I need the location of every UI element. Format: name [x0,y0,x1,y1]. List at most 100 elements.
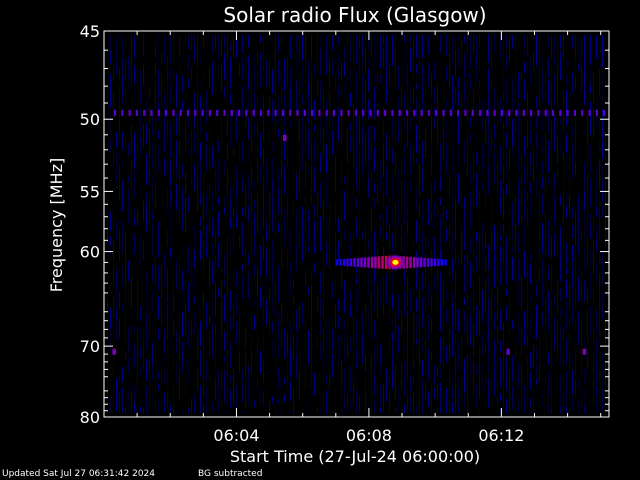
noise-streak [605,318,606,353]
noise-streak [461,269,462,298]
noise-streak [191,68,192,82]
noise-streak [551,321,552,339]
noise-streak [359,148,360,170]
noise-streak [464,263,465,293]
noise-streak [500,35,501,58]
noise-streak [446,35,447,56]
noise-streak [179,78,180,113]
noise-streak [266,276,267,294]
noise-streak [377,156,378,182]
noise-streak [368,304,369,341]
noise-streak [131,391,132,413]
noise-streak [593,412,594,413]
noise-streak [482,360,483,393]
noise-streak [305,124,306,154]
noise-streak [131,313,132,339]
noise-streak [389,62,390,85]
noise-streak [281,221,282,239]
noise-streak [134,342,135,366]
noise-streak [149,193,150,226]
noise-streak [575,120,576,157]
noise-streak [458,309,459,333]
noise-streak [230,217,231,229]
noise-streak [155,256,156,286]
burst-cell [342,258,346,266]
interference-mark [354,109,358,116]
noise-streak [362,35,363,58]
noise-streak [266,229,267,242]
noise-streak [521,175,522,185]
noise-streak [476,242,477,254]
noise-streak [434,180,435,195]
noise-streak [344,46,345,60]
noise-streak [515,391,516,404]
noise-streak [386,35,387,66]
noise-streak [293,197,294,221]
noise-streak [248,205,249,222]
noise-streak [263,175,264,183]
noise-streak [464,80,465,103]
noise-streak [602,379,603,386]
noise-streak [206,193,207,218]
noise-streak [563,228,564,251]
noise-streak [320,271,321,295]
noise-streak [404,360,405,397]
noise-streak [344,61,345,77]
noise-streak [149,226,150,246]
noise-streak [542,176,543,190]
noise-streak [260,350,261,374]
noise-streak [491,377,492,392]
noise-streak [401,84,402,116]
noise-streak [536,285,537,297]
noise-streak [152,210,153,221]
noise-streak [173,53,174,90]
noise-streak [554,337,555,350]
noise-streak [194,249,195,269]
noise-streak [566,339,567,365]
noise-streak [134,234,135,255]
noise-streak [269,122,270,151]
noise-streak [395,47,396,76]
noise-streak [569,151,570,170]
noise-streak [224,35,225,50]
noise-streak [557,265,558,274]
noise-streak [326,374,327,385]
noise-streak [533,144,534,157]
noise-streak [167,343,168,363]
noise-streak [557,171,558,178]
noise-streak [311,117,312,141]
noise-streak [215,408,216,413]
noise-streak [434,387,435,398]
interference-mark [457,109,460,116]
noise-streak [584,35,585,70]
noise-streak [524,189,525,221]
noise-streak [188,282,189,313]
noise-streak [374,285,375,312]
noise-streak [470,291,471,315]
noise-streak [395,152,396,178]
noise-streak [509,224,510,245]
noise-streak [449,342,450,362]
noise-streak [107,230,108,242]
noise-streak [326,336,327,366]
noise-streak [431,142,432,150]
interference-mark [179,109,182,116]
noise-streak [560,114,561,125]
noise-streak [185,378,186,396]
noise-streak [338,115,339,141]
noise-streak [404,292,405,317]
noise-streak [527,192,528,201]
noise-streak [149,166,150,176]
noise-streak [407,241,408,272]
noise-streak [548,352,549,366]
noise-streak [422,167,423,193]
noise-streak [599,105,600,117]
burst-cell [346,258,349,267]
noise-streak [338,106,339,115]
noise-streak [494,293,495,310]
noise-streak [332,353,333,378]
noise-streak [458,76,459,89]
noise-streak [545,210,546,245]
noise-streak [239,234,240,247]
